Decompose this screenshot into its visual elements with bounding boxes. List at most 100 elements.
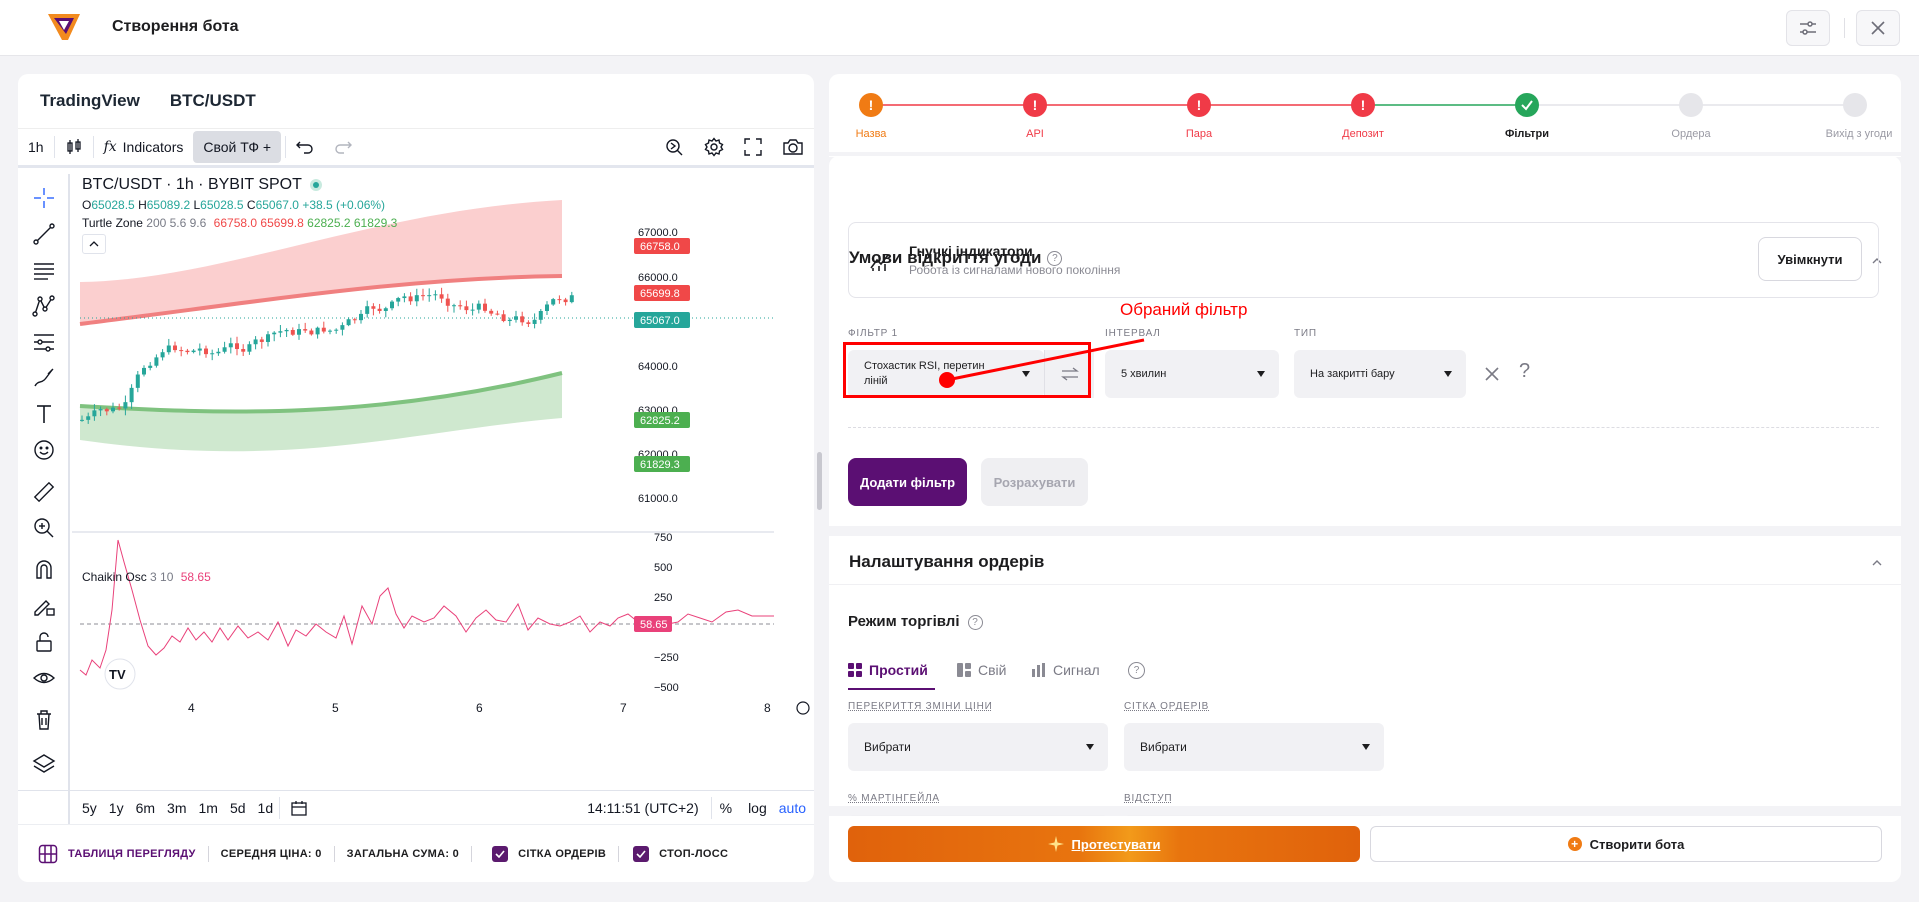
filter-select-value-line2: ліній [864, 375, 888, 387]
grid-select[interactable]: Вибрати [1124, 723, 1384, 771]
type-label: ТИП [1294, 328, 1317, 339]
eye-icon[interactable] [32, 666, 56, 690]
filter-select[interactable]: Стохастик RSI, перетин ліній [848, 350, 1044, 398]
turtle-legend[interactable]: Turtle Zone 200 5.6 9.6 66758.0 65699.8 … [82, 216, 397, 230]
candle-body [371, 306, 376, 309]
brush-icon[interactable] [32, 366, 56, 390]
candle-body [489, 310, 494, 314]
test-button[interactable]: Протестувати [848, 826, 1360, 862]
chevron-up-icon[interactable] [1872, 258, 1882, 264]
step-api-icon[interactable]: ! [1023, 93, 1047, 117]
range-3m[interactable]: 3m [167, 799, 187, 816]
auto-toggle[interactable]: auto [778, 799, 806, 816]
enable-button[interactable]: Увімкнути [1758, 237, 1862, 281]
settings-button[interactable] [1786, 10, 1830, 46]
crosshair-icon[interactable] [32, 186, 56, 210]
parallel-channel-icon[interactable] [32, 258, 56, 282]
emoji-icon[interactable] [32, 438, 56, 462]
overlap-select[interactable]: Вибрати [848, 723, 1108, 771]
candle-body [92, 410, 97, 417]
remove-filter-icon[interactable] [1485, 367, 1499, 381]
unlock-icon[interactable] [32, 630, 56, 654]
lower-zone-band [80, 373, 562, 452]
stop-loss-checkbox[interactable] [633, 845, 650, 862]
range-1y[interactable]: 1y [108, 799, 124, 816]
legend-title[interactable]: BTC/USDT · 1h · BYBIT SPOT [82, 176, 397, 194]
custom-tf-button[interactable]: Свой ТФ + [193, 131, 282, 163]
symbol-name[interactable]: BTC/USDT [169, 91, 256, 110]
undo-button[interactable] [286, 131, 324, 163]
type-select[interactable]: На закритті бару [1294, 350, 1466, 398]
magnet-icon[interactable] [32, 558, 56, 582]
step-pair-icon[interactable]: ! [1187, 93, 1211, 117]
close-button[interactable] [1856, 10, 1900, 46]
pattern-icon[interactable] [32, 294, 56, 318]
panel-resize-handle[interactable] [817, 452, 822, 510]
range-1d[interactable]: 1d [257, 799, 274, 816]
text-icon[interactable] [32, 402, 56, 426]
svg-text:TV: TV [109, 667, 126, 682]
log-toggle[interactable]: log [748, 799, 767, 816]
candle-body [545, 304, 549, 311]
fullscreen-button[interactable] [734, 131, 772, 163]
tab-signal[interactable]: Сигнал [1032, 662, 1100, 678]
chart-settings-button[interactable] [694, 131, 734, 163]
percent-toggle[interactable]: % [719, 799, 733, 816]
clock-display[interactable]: 14:11:51 (UTC+2) [587, 799, 699, 816]
tab-custom[interactable]: Свій [957, 662, 1006, 678]
layers-icon[interactable] [32, 752, 56, 776]
redo-button[interactable] [324, 131, 362, 163]
trash-icon[interactable] [32, 708, 56, 732]
candle-body [514, 316, 518, 320]
candle-body [160, 352, 165, 358]
range-5y[interactable]: 5y [82, 799, 97, 816]
chevron-up-icon[interactable] [1872, 560, 1882, 566]
step-filters-icon[interactable] [1515, 93, 1539, 117]
table-icon[interactable] [38, 844, 58, 864]
step-orders-icon[interactable] [1679, 93, 1703, 117]
price-chart[interactable]: 67000.0 66000.0 64000.0 63000.0 62000.0 … [72, 170, 814, 790]
interval-button[interactable]: 1h [28, 139, 44, 155]
indicators-button[interactable]: fx Indicators [94, 131, 194, 163]
goto-date-button[interactable] [280, 792, 318, 824]
filter-help-icon[interactable]: ? [1519, 360, 1531, 382]
osc-tick: 750 [654, 532, 672, 544]
axis-settings-icon[interactable] [796, 701, 810, 715]
replay-button[interactable] [654, 131, 694, 163]
tab-simple[interactable]: Простий [848, 662, 928, 678]
ohlc-label: O [82, 198, 92, 212]
add-filter-button[interactable]: Додати фільтр [848, 458, 967, 506]
help-icon[interactable]: ? [1128, 662, 1145, 679]
stepper: ! ! ! ! Назва API Пара Депозит Фільтри О… [829, 74, 1901, 152]
upper-zone-band [80, 200, 562, 324]
candle-body [117, 407, 122, 409]
price-tag: 61829.3 [640, 459, 680, 471]
overlap-select-value: Вибрати [864, 740, 911, 754]
forecast-icon[interactable] [32, 330, 56, 354]
screenshot-button[interactable] [772, 131, 814, 163]
help-icon[interactable]: ? [967, 614, 983, 630]
view-table-link[interactable]: ТАБЛИЦЯ ПЕРЕГЛЯДУ [68, 847, 196, 860]
chaikin-legend[interactable]: Chaikin Osc 3 10 58.65 [82, 570, 211, 584]
indicator-params: 3 10 [150, 570, 174, 584]
ruler-icon[interactable] [32, 480, 56, 504]
range-5d[interactable]: 5d [229, 799, 246, 816]
help-icon[interactable]: ? [1047, 251, 1063, 267]
lock-drawing-icon[interactable] [32, 594, 56, 618]
range-6m[interactable]: 6m [135, 799, 156, 816]
step-deposit-icon[interactable]: ! [1351, 93, 1375, 117]
collapse-legend-button[interactable] [82, 234, 106, 254]
create-bot-button[interactable]: + Створити бота [1370, 826, 1882, 862]
zoom-in-icon[interactable] [32, 516, 56, 540]
trendline-icon[interactable] [32, 222, 56, 246]
grid-checkbox[interactable] [492, 845, 509, 862]
calculate-button[interactable]: Розрахувати [981, 458, 1088, 506]
step-name-icon[interactable]: ! [859, 93, 883, 117]
sparkle-icon [1047, 836, 1064, 852]
step-exit-icon[interactable] [1843, 93, 1867, 117]
chart-type-button[interactable] [55, 131, 93, 163]
range-1m[interactable]: 1m [198, 799, 218, 816]
candle-body [129, 387, 134, 403]
trading-mode-title: Режим торгівлі? [848, 613, 983, 630]
interval-select[interactable]: 5 хвилин [1105, 350, 1279, 398]
